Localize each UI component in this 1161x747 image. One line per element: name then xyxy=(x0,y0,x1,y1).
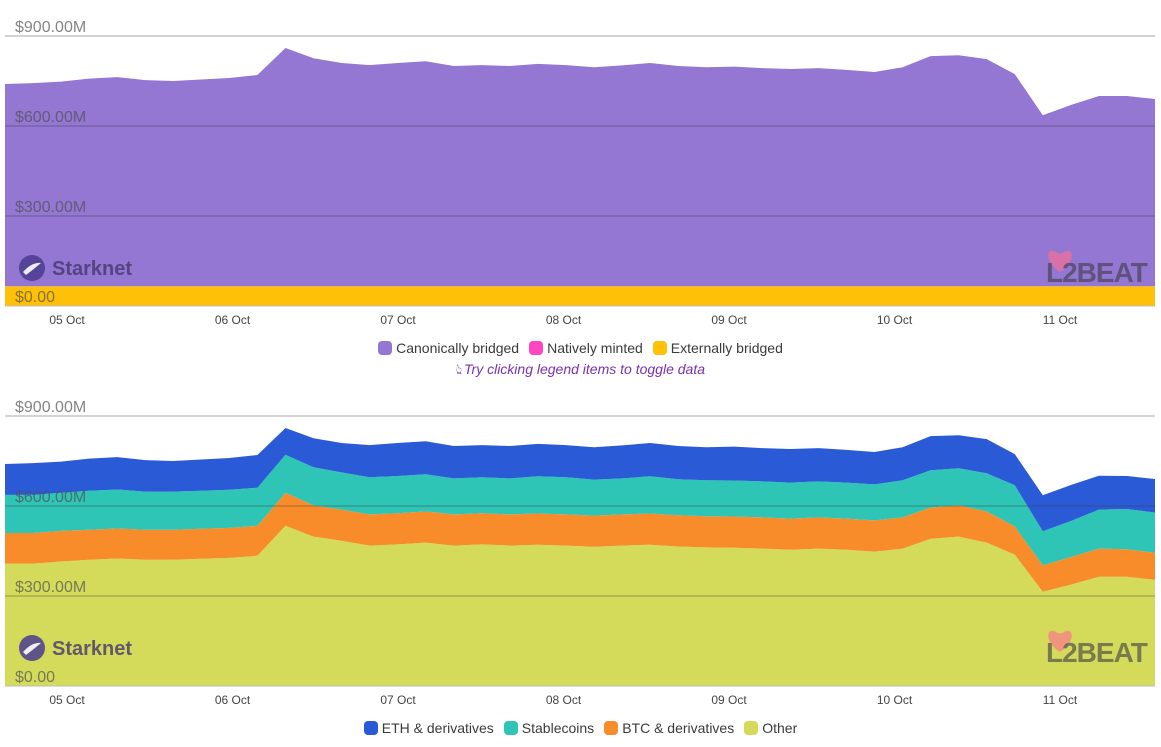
x-tick-label: 10 Oct xyxy=(877,693,913,707)
legend-label: ETH & derivatives xyxy=(381,720,494,736)
area-series-externally-bridged xyxy=(5,286,1155,306)
legend-item-canonically-bridged[interactable]: Canonically bridged xyxy=(378,340,519,356)
legend-label: Externally bridged xyxy=(670,340,783,356)
y-tick-label: $300.00M xyxy=(15,579,86,596)
starknet-logo-swoosh-icon xyxy=(23,262,41,275)
x-tick-label: 06 Oct xyxy=(215,693,251,707)
watermark-text: L2BEAT xyxy=(1046,257,1148,288)
area-series-eth-derivatives xyxy=(5,428,1155,532)
legend-swatch xyxy=(652,341,667,355)
legend-label: Other xyxy=(762,720,798,736)
x-tick-label: 09 Oct xyxy=(711,313,747,327)
chart-top: $0.00 $300.00M $600.00M $900.00M 05 Oct 06 Oc… xyxy=(5,19,1155,327)
l2beat-watermark: L2BEAT xyxy=(1046,630,1149,668)
legend-label: Canonically bridged xyxy=(396,340,520,356)
legend-label: Stablecoins xyxy=(521,720,595,736)
pointer-click-icon: 👆︎ xyxy=(455,361,463,377)
area-series-btc-derivatives xyxy=(5,492,1155,592)
project-label: Starknet xyxy=(19,255,132,281)
legend-item-stablecoins[interactable]: Stablecoins xyxy=(503,720,595,736)
legend-swatch xyxy=(378,341,393,355)
x-tick-label: 05 Oct xyxy=(49,313,85,327)
legend-hint: 👆︎ Try clicking legend items to toggle da… xyxy=(0,361,1161,378)
legend-swatch xyxy=(529,341,544,355)
x-tick-label: 06 Oct xyxy=(215,313,251,327)
x-tick-label: 07 Oct xyxy=(380,693,416,707)
hint-text: Try clicking legend items to toggle data xyxy=(464,361,705,377)
x-tick-label: 07 Oct xyxy=(380,313,416,327)
x-tick-label: 08 Oct xyxy=(546,693,582,707)
project-name: Starknet xyxy=(52,638,132,660)
y-tick-label: $900.00M xyxy=(15,19,86,36)
area-series-canonically-bridged xyxy=(5,48,1155,287)
legend-swatch xyxy=(604,721,619,735)
area-series-stablecoins xyxy=(5,454,1155,566)
x-tick-label: 11 Oct xyxy=(1043,693,1078,707)
y-tick-label: $0.00 xyxy=(15,669,55,686)
legend-item-natively-minted[interactable]: Natively minted xyxy=(529,340,643,356)
y-tick-label: $300.00M xyxy=(15,199,86,216)
heart-icon xyxy=(1048,250,1072,272)
x-tick-label: 10 Oct xyxy=(877,313,913,327)
legend-item-externally-bridged[interactable]: Externally bridged xyxy=(652,340,783,356)
area-series-other xyxy=(5,525,1155,686)
legend-item-btc-derivatives[interactable]: BTC & derivatives xyxy=(604,720,734,736)
x-tick-label: 09 Oct xyxy=(711,693,747,707)
y-tick-label: $900.00M xyxy=(15,399,86,416)
legend-bottom: ETH & derivatives Stablecoins BTC & deri… xyxy=(0,720,1161,736)
y-tick-label: $600.00M xyxy=(15,109,86,126)
legend-top: Canonically bridged Natively minted Exte… xyxy=(0,340,1161,356)
y-tick-label: $0.00 xyxy=(15,289,55,306)
legend-label: Natively minted xyxy=(547,340,643,356)
legend-swatch xyxy=(744,721,759,735)
project-name: Starknet xyxy=(52,258,132,280)
x-tick-label: 11 Oct xyxy=(1043,313,1078,327)
project-label: Starknet xyxy=(19,635,132,661)
y-tick-label: $600.00M xyxy=(15,489,86,506)
legend-item-other[interactable]: Other xyxy=(744,720,797,736)
legend-swatch xyxy=(363,721,378,735)
chart-bottom: $0.00 $300.00M $600.00M $900.00M 05 Oct 06 Oc… xyxy=(5,399,1155,707)
legend-swatch xyxy=(503,721,518,735)
starknet-logo-swoosh-icon xyxy=(23,642,41,655)
x-tick-label: 05 Oct xyxy=(49,693,85,707)
heart-icon xyxy=(1048,630,1072,652)
legend-item-eth-derivatives[interactable]: ETH & derivatives xyxy=(363,720,494,736)
x-tick-label: 08 Oct xyxy=(546,313,582,327)
watermark-text: L2BEAT xyxy=(1046,637,1148,668)
l2beat-watermark: L2BEAT xyxy=(1046,250,1149,288)
legend-label: BTC & derivatives xyxy=(622,720,735,736)
